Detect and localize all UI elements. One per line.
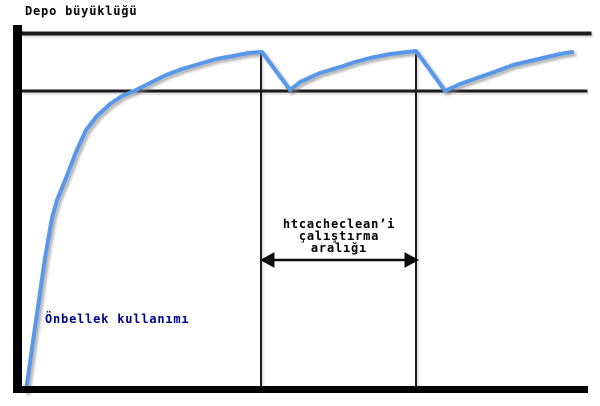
interval-label-line2: çalıştırma xyxy=(299,229,379,243)
cache-usage-label: Önbellek kullanımı xyxy=(45,311,189,326)
depot-size-line xyxy=(21,31,592,36)
reference-lines xyxy=(21,31,592,386)
interval-arrow-left-head xyxy=(259,252,275,268)
cache-usage-curve xyxy=(24,49,574,393)
x-axis xyxy=(13,386,588,393)
interval-arrow xyxy=(259,252,420,268)
interval-label-line1: htcacheclean’i xyxy=(283,217,395,231)
interval-label-line3: aralığı xyxy=(311,241,367,255)
y-axis xyxy=(13,25,22,393)
cache-limit-line xyxy=(21,89,588,93)
interval-arrow-right-head xyxy=(404,252,420,268)
chart-title: Depo büyüklüğü xyxy=(25,4,137,18)
